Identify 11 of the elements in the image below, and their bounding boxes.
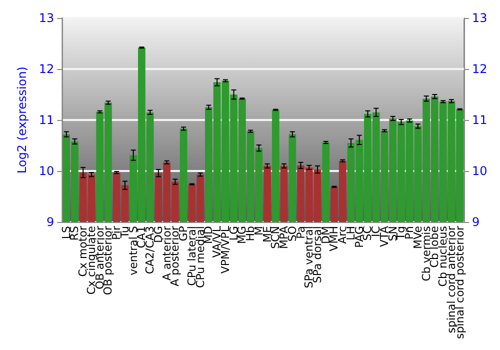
y-tick-label: 13	[38, 11, 54, 25]
y-tick-label: 11	[38, 113, 54, 128]
y2-tick-label: 11	[472, 113, 488, 128]
y2-tick-label: 12	[472, 62, 488, 76]
y2-tick-label: 10	[472, 164, 488, 178]
y-tick-label: 10	[38, 164, 54, 178]
y-axis-title: Log2 (expression)	[15, 66, 29, 174]
y-tick-label: 12	[38, 62, 54, 76]
y2-tick-label: 13	[472, 11, 488, 25]
y-tick-label: 9	[46, 215, 54, 230]
y2-tick-label: 9	[472, 215, 480, 230]
